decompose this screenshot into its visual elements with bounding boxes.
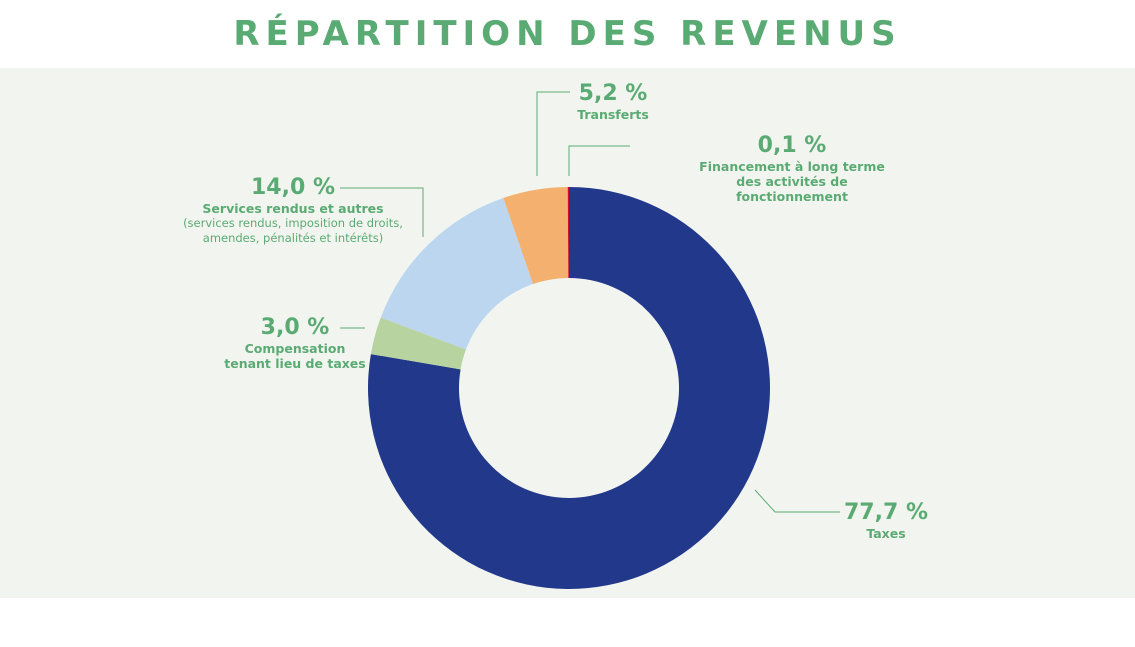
- slice: [368, 187, 771, 589]
- leader-line: [568, 145, 630, 176]
- category-label: Financement à long terme des activités d…: [699, 159, 885, 204]
- category-label: Taxes: [866, 526, 906, 541]
- slice-label: 77,7 % Taxes: [806, 500, 966, 541]
- slice: [567, 187, 569, 279]
- value-label: 3,0 %: [260, 315, 330, 340]
- leader-line: [536, 91, 570, 176]
- category-description: (services rendus, imposition de droits, …: [183, 216, 403, 245]
- slice-label: 14,0 % Services rendus et autres (services…: [178, 175, 408, 246]
- category-label: Transferts: [577, 107, 649, 122]
- slice: [370, 317, 466, 370]
- leader-line: [754, 489, 840, 513]
- chart-title: RÉPARTITION DES REVENUS: [233, 14, 902, 54]
- slice-label: 5,2 % Transferts: [533, 81, 693, 122]
- leader-line: [340, 187, 424, 237]
- value-label: 5,2 %: [578, 81, 648, 106]
- slice-label: 3,0 % Compensation tenant lieu de taxes: [220, 315, 370, 371]
- slice: [503, 187, 569, 285]
- category-label: Services rendus et autres: [202, 201, 384, 216]
- slice: [380, 198, 534, 350]
- category-label: Compensation tenant lieu de taxes: [224, 341, 366, 371]
- value-label: 77,7 %: [844, 500, 928, 525]
- slice-label: 0,1 % Financement à long terme des activi…: [692, 133, 892, 204]
- value-label: 14,0 %: [251, 175, 335, 200]
- value-label: 0,1 %: [757, 133, 827, 158]
